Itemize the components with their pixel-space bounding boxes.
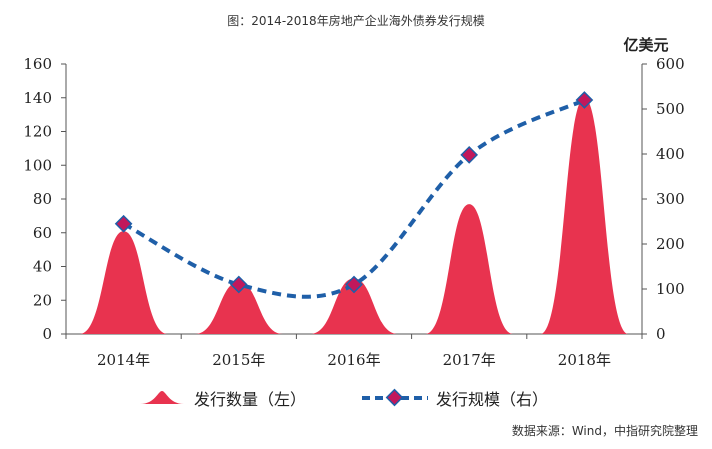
source-note: 数据来源：Wind，中指研究院整理: [511, 424, 698, 438]
scale-point: [114, 214, 133, 233]
y-left-tick-label: 60: [33, 224, 52, 242]
legend-scale-label: 发行规模（右）: [436, 390, 548, 409]
scale-line: [122, 98, 586, 299]
count-series-layer: [79, 97, 629, 334]
y-right-tick-label: 200: [656, 235, 685, 253]
legend: 发行数量（左） 发行规模（右）: [140, 388, 548, 409]
y-right-tick-label: 600: [656, 55, 685, 73]
y-left-tick-label: 40: [33, 258, 52, 276]
scale-point: [460, 146, 479, 164]
scale-point: [575, 91, 594, 109]
x-tick-label: 2017年: [443, 351, 496, 369]
y-left-tick-label: 120: [23, 123, 52, 141]
y-right-tick-label: 400: [656, 145, 685, 163]
x-tick-label: 2015年: [212, 351, 265, 369]
y-left-tick-label: 100: [23, 156, 52, 174]
legend-count-label: 发行数量（左）: [194, 390, 306, 409]
x-tick-label: 2018年: [558, 351, 611, 369]
tick-label-layer: 0 20 40 60 80 100 120 140 160 0 100 200 300 400 500 600…: [23, 36, 684, 369]
x-tick-label: 2014年: [97, 351, 150, 369]
chart-title: 图：2014-2018年房地产企业海外债券发行规模: [227, 14, 485, 28]
scale-point: [229, 275, 248, 294]
count-peak: [194, 281, 283, 334]
y-left-tick-label: 80: [33, 190, 52, 208]
y-right-tick-label: 300: [656, 190, 685, 208]
scale-point: [345, 275, 363, 294]
count-peak: [540, 97, 629, 334]
y-right-tick-label: 100: [656, 280, 685, 298]
x-tick-label: 2016年: [327, 351, 380, 369]
scale-series-layer: [114, 91, 594, 299]
y-right-tick-label: 0: [656, 325, 666, 343]
y-left-tick-label: 140: [23, 89, 52, 107]
y-left-tick-label: 20: [33, 291, 52, 309]
legend-peak-symbol: [140, 391, 184, 404]
count-peak: [310, 278, 398, 334]
y-right-tick-label: 500: [656, 100, 685, 118]
y-left-tick-label: 0: [42, 325, 52, 343]
count-peak: [425, 204, 514, 334]
y-left-tick-label: 160: [23, 55, 52, 73]
y-right-unit-label: 亿美元: [623, 36, 668, 54]
count-peak: [79, 231, 168, 334]
legend-diamond-marker: [385, 388, 404, 407]
